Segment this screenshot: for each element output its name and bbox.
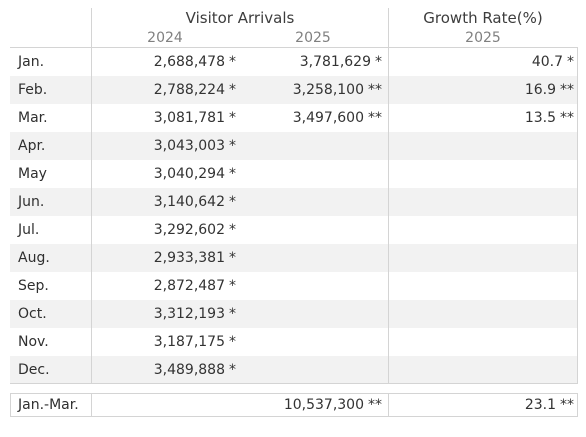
arrivals-2024-value: 3,489,888 <box>153 362 225 378</box>
month-label: Apr. <box>18 138 46 154</box>
growth-rate-marker: ** <box>560 110 574 126</box>
year-2024-header: 2024 <box>147 30 183 46</box>
total-2025-cell: 10,537,300 ** <box>284 391 382 419</box>
month-label: May <box>18 166 47 182</box>
arrivals-2024-cell: 2,688,478 * <box>154 48 236 76</box>
total-growth-value: 23.1 <box>524 397 556 413</box>
arrivals-2025-marker: ** <box>368 82 382 98</box>
total-2025-marker: ** <box>368 397 382 413</box>
growth-rate-cell: 40.7 * <box>532 48 574 76</box>
arrivals-2025-value: 3,781,629 <box>299 54 371 70</box>
growth-rate-marker: ** <box>560 82 574 98</box>
row-band <box>10 300 578 328</box>
month-label: Dec. <box>18 362 50 378</box>
arrivals-2024-marker: * <box>229 222 236 238</box>
section-divider <box>388 8 389 384</box>
month-label: Aug. <box>18 250 50 266</box>
arrivals-2024-value: 3,292,602 <box>153 222 225 238</box>
arrivals-2024-marker: * <box>229 166 236 182</box>
growth-rate-header: Growth Rate(%) <box>423 9 543 27</box>
arrivals-2024-marker: * <box>229 110 236 126</box>
arrivals-2024-cell: 3,081,781 * <box>154 104 236 132</box>
growth-rate-marker: * <box>567 54 574 70</box>
arrivals-2025-cell: 3,258,100 ** <box>293 76 382 104</box>
arrivals-2025-cell: 3,781,629 * <box>300 48 382 76</box>
month-label: Sep. <box>18 278 49 294</box>
arrivals-2024-value: 3,187,175 <box>153 334 225 350</box>
total-top-border <box>10 393 578 394</box>
arrivals-2024-value: 3,040,294 <box>153 166 225 182</box>
arrivals-2024-marker: * <box>229 334 236 350</box>
total-2025-value: 10,537,300 <box>283 397 364 413</box>
row-band <box>10 244 578 272</box>
arrivals-2024-marker: * <box>229 362 236 378</box>
year-2025-header: 2025 <box>295 30 331 46</box>
growth-rate-value: 40.7 <box>531 54 563 70</box>
table-bottom-border <box>10 383 578 384</box>
header-divider <box>10 47 578 48</box>
growth-rate-value: 13.5 <box>524 110 556 126</box>
arrivals-2024-cell: 2,872,487 * <box>154 272 236 300</box>
total-month-divider <box>91 393 92 417</box>
arrivals-2024-marker: * <box>229 250 236 266</box>
month-label: Jul. <box>18 222 40 238</box>
growth-year-header: 2025 <box>465 30 501 46</box>
arrivals-2024-marker: * <box>229 54 236 70</box>
arrivals-2024-marker: * <box>229 306 236 322</box>
total-right-border <box>577 393 578 417</box>
arrivals-2024-value: 3,043,003 <box>153 138 225 154</box>
month-label: Oct. <box>18 306 47 322</box>
total-growth-marker: ** <box>560 397 574 413</box>
row-band <box>10 356 578 384</box>
arrivals-2024-value: 3,312,193 <box>153 306 225 322</box>
arrivals-2024-value: 2,688,478 <box>153 54 225 70</box>
month-column-divider <box>91 8 92 384</box>
arrivals-2024-marker: * <box>229 82 236 98</box>
arrivals-2024-marker: * <box>229 194 236 210</box>
growth-rate-value: 16.9 <box>524 82 556 98</box>
arrivals-2025-value: 3,497,600 <box>292 110 364 126</box>
arrivals-2025-marker: ** <box>368 110 382 126</box>
arrivals-2024-value: 2,872,487 <box>153 278 225 294</box>
row-band <box>10 76 578 104</box>
arrivals-2024-cell: 2,788,224 * <box>154 76 236 104</box>
arrivals-2024-cell: 3,489,888 * <box>154 356 236 384</box>
total-section-divider <box>388 393 389 417</box>
arrivals-2024-value: 2,788,224 <box>153 82 225 98</box>
row-band <box>10 188 578 216</box>
month-label: Jun. <box>18 194 45 210</box>
arrivals-2024-marker: * <box>229 138 236 154</box>
arrivals-2024-cell: 3,312,193 * <box>154 300 236 328</box>
arrivals-2025-marker: * <box>375 54 382 70</box>
arrivals-2024-value: 3,140,642 <box>153 194 225 210</box>
arrivals-2024-cell: 3,187,175 * <box>154 328 236 356</box>
arrivals-2024-value: 2,933,381 <box>153 250 225 266</box>
table-right-border <box>577 47 578 384</box>
arrivals-2024-cell: 3,140,642 * <box>154 188 236 216</box>
growth-rate-cell: 13.5 ** <box>525 104 574 132</box>
arrivals-2024-cell: 3,040,294 * <box>154 160 236 188</box>
arrivals-2025-value: 3,258,100 <box>292 82 364 98</box>
total-left-border <box>10 393 11 417</box>
total-label: Jan.-Mar. <box>18 397 79 413</box>
visitor-arrivals-header: Visitor Arrivals <box>185 9 295 27</box>
month-label: Nov. <box>18 334 49 350</box>
total-bottom-border <box>10 416 578 417</box>
month-label: Mar. <box>18 110 48 126</box>
arrivals-2024-cell: 2,933,381 * <box>154 244 236 272</box>
row-band <box>10 132 578 160</box>
month-label: Feb. <box>18 82 48 98</box>
arrivals-2024-value: 3,081,781 <box>153 110 225 126</box>
arrivals-2024-marker: * <box>229 278 236 294</box>
arrivals-2024-cell: 3,043,003 * <box>154 132 236 160</box>
month-label: Jan. <box>18 54 45 70</box>
arrivals-2025-cell: 3,497,600 ** <box>293 104 382 132</box>
total-growth-cell: 23.1 ** <box>525 391 574 419</box>
arrivals-2024-cell: 3,292,602 * <box>154 216 236 244</box>
growth-rate-cell: 16.9 ** <box>525 76 574 104</box>
